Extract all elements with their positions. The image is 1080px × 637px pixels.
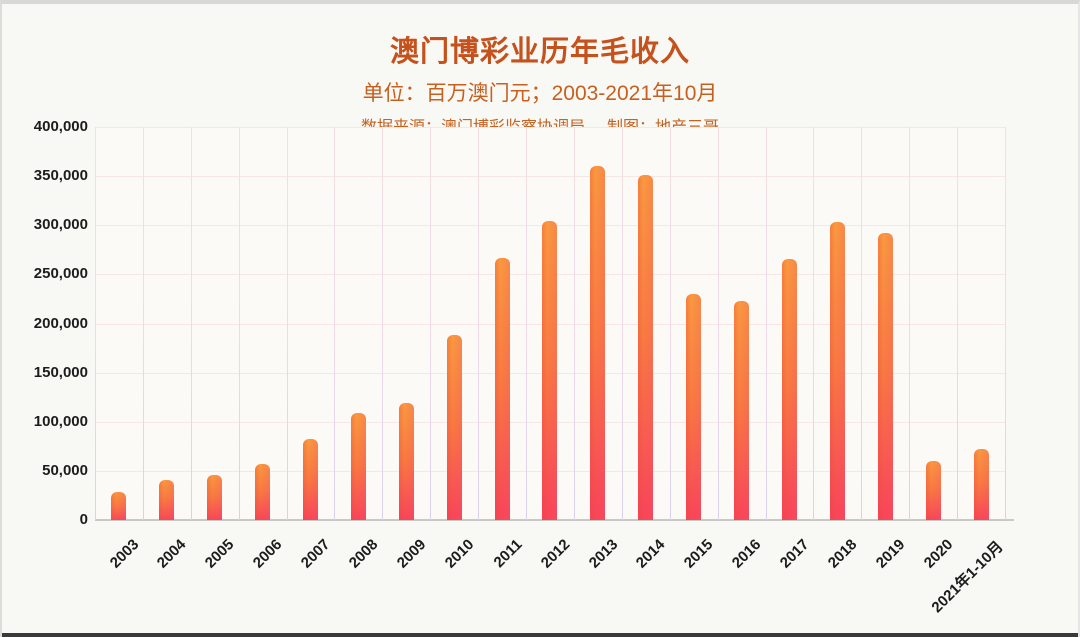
horizontal-gridline (95, 176, 1005, 178)
vertical-gridline (622, 127, 623, 520)
bar-chart-plot-area: 400,000 350,000 300,000 250,000 200,000 150,0… (34, 118, 1015, 616)
category-band: 2008 (334, 127, 382, 572)
bar-2010 (446, 335, 462, 520)
bar-2016 (734, 300, 750, 520)
vertical-gridline (478, 127, 479, 520)
x-tick-label: 2015 (681, 536, 717, 572)
bar-2007 (303, 438, 319, 520)
y-axis-line (95, 127, 96, 520)
x-tick-label: 2007 (297, 536, 334, 572)
x-tick-label: 2009 (393, 536, 430, 572)
vertical-gridline (813, 127, 814, 520)
vertical-gridline (574, 127, 575, 520)
y-tick-label: 400,000 (33, 118, 88, 135)
vertical-gridline (143, 127, 144, 520)
category-band: 2014 (622, 127, 670, 572)
vertical-gridline (909, 127, 910, 520)
bar-2018 (829, 222, 845, 520)
bar-2008 (350, 412, 366, 520)
x-tick-label: 2014 (633, 536, 669, 572)
x-axis-line (95, 519, 1015, 521)
horizontal-gridline (95, 127, 1005, 128)
bar-2014 (638, 175, 654, 520)
bar-2020 (925, 461, 941, 520)
x-tick-label: 2005 (202, 536, 238, 572)
category-band: 2020 (909, 127, 957, 572)
y-tick-label: 100,000 (33, 412, 88, 430)
vertical-gridline (861, 127, 862, 520)
bar-2017 (781, 258, 797, 520)
bar-2009 (398, 403, 414, 520)
x-tick-label: 2006 (250, 536, 286, 572)
category-band: 2011 (478, 127, 526, 571)
category-band: 2015 (670, 127, 718, 572)
bar-2015 (686, 294, 702, 520)
category-band: 2005 (191, 127, 239, 572)
category-band: 2006 (239, 127, 287, 572)
y-tick-label: 250,000 (33, 265, 88, 283)
category-band: 2019 (861, 127, 909, 572)
chart-subtitle: 单位：百万澳门元；2003-2021年10月 (362, 82, 718, 105)
vertical-gridline (287, 127, 288, 520)
category-band: 2010 (430, 127, 478, 572)
x-tick-label: 2012 (537, 536, 574, 572)
vertical-gridline (191, 127, 192, 520)
vertical-gridline (1005, 127, 1006, 520)
x-tick-label: 2018 (824, 536, 861, 572)
vertical-gridline (766, 127, 767, 520)
y-tick-label: 50,000 (42, 461, 88, 479)
category-band: 2012 (526, 127, 574, 572)
bar-2005 (207, 474, 223, 520)
x-tick-label: 2008 (345, 536, 382, 572)
vertical-gridline (957, 127, 958, 520)
y-tick-label: 0 (79, 511, 88, 528)
bar-2013 (590, 166, 606, 520)
y-tick-label: 200,000 (33, 314, 88, 332)
category-band: 2016 (718, 127, 766, 572)
x-tick-label: 2019 (872, 536, 909, 572)
y-axis-labels: 400,000 350,000 300,000 250,000 200,000 150,0… (2, 118, 88, 528)
chart-header: 澳门博彩业历年毛收入 单位：百万澳门元；2003-2021年10月 数据来源：澳… (2, 28, 1078, 137)
vertical-gridline (382, 127, 383, 520)
bar-2006 (255, 464, 271, 520)
x-tick-label: 2011 (490, 536, 526, 572)
vertical-gridline (430, 127, 431, 520)
x-tick-label: 2016 (728, 536, 765, 572)
vertical-gridline (718, 127, 719, 520)
bar-2011 (494, 257, 510, 520)
x-tick-label: 2013 (585, 536, 621, 572)
chart-title: 澳门博彩业历年毛收入 (389, 36, 690, 68)
y-tick-label: 150,000 (33, 363, 88, 381)
bar-2003 (111, 491, 127, 520)
bar-2012 (542, 221, 558, 520)
category-band: 2007 (287, 127, 335, 572)
category-band: 2021年1-10月 (928, 127, 1006, 616)
vertical-gridline (334, 127, 335, 520)
x-tick-label: 2010 (441, 536, 478, 572)
x-tick-label: 2017 (776, 536, 813, 572)
window-bottom-edge (2, 633, 1078, 637)
category-band: 2013 (574, 127, 622, 572)
vertical-gridline (670, 127, 671, 520)
vertical-gridline (526, 127, 527, 520)
category-band: 2017 (766, 127, 814, 572)
x-tick-label: 2004 (154, 536, 190, 572)
y-tick-label: 300,000 (33, 216, 88, 234)
bar-2021年1-10月 (973, 449, 989, 520)
vertical-gridline (239, 127, 240, 520)
category-band: 2018 (813, 127, 861, 572)
x-tick-label: 2003 (106, 536, 142, 572)
bar-2019 (877, 233, 893, 520)
y-tick-label: 350,000 (33, 167, 88, 185)
x-tick-label: 2020 (920, 536, 957, 572)
category-band: 2003 (95, 127, 143, 572)
bar-2004 (159, 479, 175, 520)
category-band: 2009 (382, 127, 430, 572)
category-band: 2004 (143, 127, 191, 572)
